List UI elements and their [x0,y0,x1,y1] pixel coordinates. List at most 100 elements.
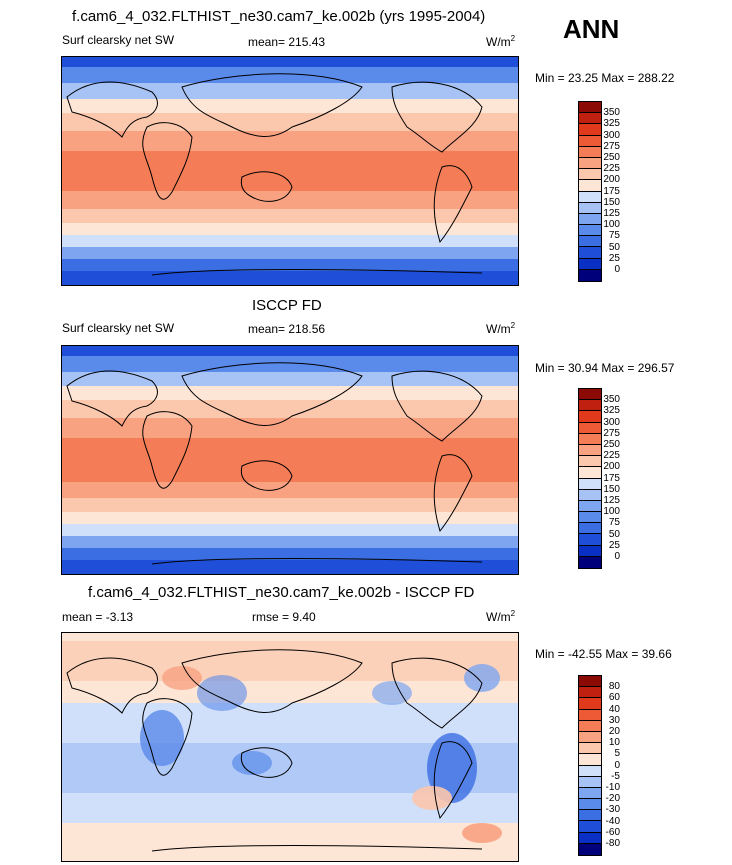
panel-1-colorbar-tick: 350 [603,107,620,119]
panel-1-colorbar-swatch [579,236,601,248]
panel-1-map [61,56,519,286]
panel-3-colorbar [578,675,602,856]
panel-1-colorbar-swatch [579,169,601,181]
panel-2-units: W/m2 [486,321,516,336]
panel-1-colorbar-tick: 175 [603,185,620,197]
panel-3-colorbar-tick: 5 [614,748,620,760]
panel-3-colorbar-tick: 30 [608,714,620,726]
panel-3-units: W/m2 [486,609,516,624]
panel-3-colorbar-swatch [579,765,601,777]
panel-2-mean: mean= 218.56 [248,322,326,336]
panel-1-colorbar-tick: 75 [608,230,620,242]
panel-3-colorbar-swatch [579,676,601,688]
panel-2-colorbar-tick: 100 [603,506,620,518]
panel-2-colorbar-tick: 300 [603,416,620,428]
panel-3-colorbar-tick: -30 [605,804,620,816]
panel-3-colorbar-tick: 60 [608,692,620,704]
panel-1-colorbar-swatch [579,113,601,125]
panel-2-colorbar-swatch [579,489,601,501]
panel-2-colorbar-tick: 275 [603,427,620,439]
panel-2-colorbar-tick: 325 [603,405,620,417]
panel-2-colorbar-swatch [579,422,601,434]
panel-1-colorbar-swatch [579,202,601,214]
panel-3-colorbar-tick: 20 [608,726,620,737]
panel-3-colorbar-tick: 10 [608,737,620,749]
panel-1-colorbar-tick: 0 [614,264,620,275]
panel-3-colorbar-swatch [579,709,601,721]
panel-3-colorbar-swatch [579,698,601,710]
panel-1-colorbar-swatch [579,225,601,237]
panel-1-colorbar-tick: 150 [603,196,620,208]
panel-3-colorbar-tick: 40 [608,703,620,715]
panel-3-colorbar-tick: -40 [605,815,620,827]
panel-2-colorbar-swatch [579,500,601,513]
panel-1-colorbar-tick: 50 [608,241,620,253]
panel-1-mean: mean= 215.43 [248,35,326,49]
panel-2-field-label: Surf clearsky net SW [62,321,175,335]
panel-2-colorbar-swatch [579,456,601,468]
panel-1-colorbar-swatch [579,247,601,259]
panel-3-rmse: rmse = 9.40 [252,610,316,624]
panel-1-colorbar-tick: 275 [603,140,620,152]
panel-3-map [61,632,519,862]
panel-2-colorbar-swatch [579,512,601,524]
panel-3-colorbar-swatch [579,720,601,732]
panel-2-map-svg [62,346,518,574]
panel-2-map [61,345,519,575]
panel-1-field-label: Surf clearsky net SW [62,33,175,47]
panel-2-colorbar-swatch [579,444,601,457]
panel-1-colorbar-swatch [579,180,601,192]
panel-1-title: f.cam6_4_032.FLTHIST_ne30.cam7_ke.002b (… [72,8,486,25]
panel-1-colorbar-swatch [579,124,601,136]
panel-2-colorbar-tick: 225 [603,450,620,462]
panel-1-colorbar-tick: 125 [603,208,620,219]
panel-2-colorbar-tick: 75 [608,517,620,529]
panel-1-colorbar-tick: 300 [603,129,620,141]
panel-2-colorbar [578,388,602,569]
panel-3-colorbar-tick: -60 [605,826,620,838]
panel-2-colorbar-tick: 250 [603,439,620,450]
panel-2-colorbar-swatch [579,467,601,479]
panel-3-colorbar-swatch [579,687,601,699]
panel-3-colorbar-tick: -20 [605,793,620,805]
panel-2-colorbar-tick: 350 [603,394,620,406]
panel-1-colorbar-swatch [579,157,601,170]
panel-1-colorbar [578,101,602,282]
panel-1-colorbar-swatch [579,213,601,226]
panel-3-colorbar-swatch [579,810,601,822]
panel-3-colorbar-swatch [579,843,601,855]
panel-1-colorbar-swatch [579,269,601,281]
panel-1-colorbar-tick: 25 [608,252,620,264]
panel-3-colorbar-tick: -5 [611,770,620,782]
panel-3-colorbar-tick: -80 [605,838,620,849]
panel-3-colorbar-swatch [579,754,601,766]
panel-3-map-svg [62,633,518,861]
panel-2-colorbar-swatch [579,556,601,568]
season-label: ANN [563,14,620,44]
panel-3-colorbar-tick: 80 [608,681,620,693]
panel-2-colorbar-swatch [579,411,601,423]
panel-2-colorbar-tick: 25 [608,539,620,551]
panel-2-title: ISCCP FD [252,297,322,314]
panel-2-colorbar-swatch [579,389,601,401]
panel-2-colorbar-tick: 0 [614,551,620,562]
panel-3-colorbar-swatch [579,776,601,788]
panel-2-colorbar-tick: 200 [603,461,620,473]
panel-3-colorbar-swatch [579,731,601,744]
panel-2-colorbar-tick: 125 [603,495,620,506]
panel-3-colorbar-swatch [579,832,601,844]
panel-2-colorbar-swatch [579,523,601,535]
panel-1-colorbar-tick: 100 [603,219,620,231]
panel-3-title: f.cam6_4_032.FLTHIST_ne30.cam7_ke.002b -… [88,584,475,601]
panel-2-colorbar-swatch [579,534,601,546]
panel-3-colorbar-swatch [579,821,601,833]
panel-3-colorbar-tick: -10 [605,782,620,793]
panel-2-colorbar-swatch [579,400,601,412]
panel-1-units: W/m2 [486,34,516,49]
panel-3-colorbar-swatch [579,743,601,755]
panel-2-colorbar-tick: 175 [603,472,620,484]
panel-1-colorbar-swatch [579,191,601,203]
panel-1-colorbar-swatch [579,102,601,114]
panel-3-colorbar-tick: 0 [614,759,620,771]
panel-2-colorbar-tick: 150 [603,483,620,495]
